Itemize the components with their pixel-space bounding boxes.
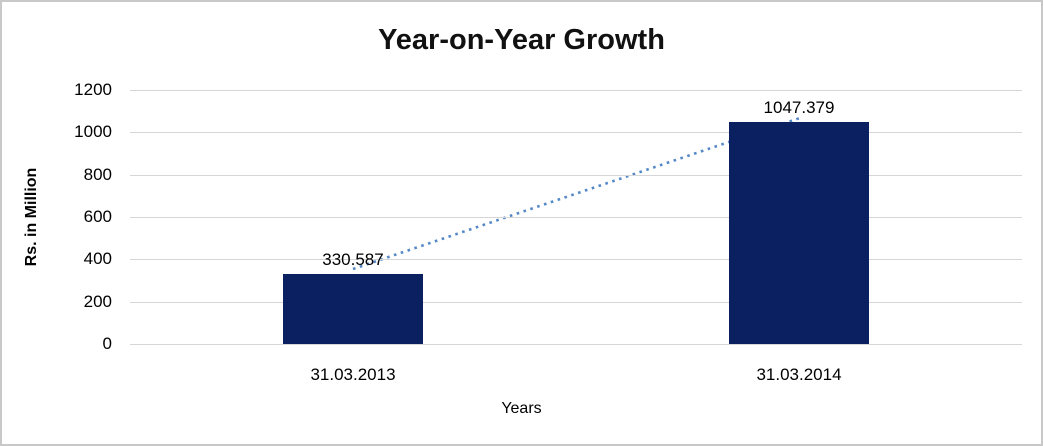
x-axis-title: Years	[501, 400, 542, 417]
gridline-800	[130, 174, 1022, 176]
chart-title: Year-on-Year Growth	[378, 24, 665, 56]
x-category-label-2013: 31.03.2013	[310, 365, 396, 384]
gridline-600	[130, 217, 1022, 218]
y-tick-label-400: 400	[83, 249, 112, 269]
gridline-400	[130, 259, 1022, 261]
gridline-1000	[130, 132, 1022, 134]
data-label-31.03.2014: 1047.379	[763, 98, 835, 118]
data-label-31.03.2013: 330.587	[322, 250, 384, 270]
bar-31.03.2014	[729, 122, 869, 344]
bar-31.03.2013	[283, 274, 423, 344]
gridline-0	[130, 344, 1022, 345]
y-tick-label-1000: 1000	[74, 122, 112, 142]
gridline-200	[130, 301, 1022, 303]
y-tick-label-1200: 1200	[74, 80, 112, 99]
x-category-label-2014: 31.03.2014	[756, 365, 842, 384]
y-tick-label-600: 600	[83, 207, 112, 226]
gridline-1200	[130, 90, 1022, 91]
plot-area: 330.587 1047.379	[130, 90, 1022, 345]
y-tick-label-0: 0	[102, 334, 112, 353]
y-tick-label-200: 200	[83, 291, 112, 311]
y-tick-label-800: 800	[83, 164, 112, 184]
